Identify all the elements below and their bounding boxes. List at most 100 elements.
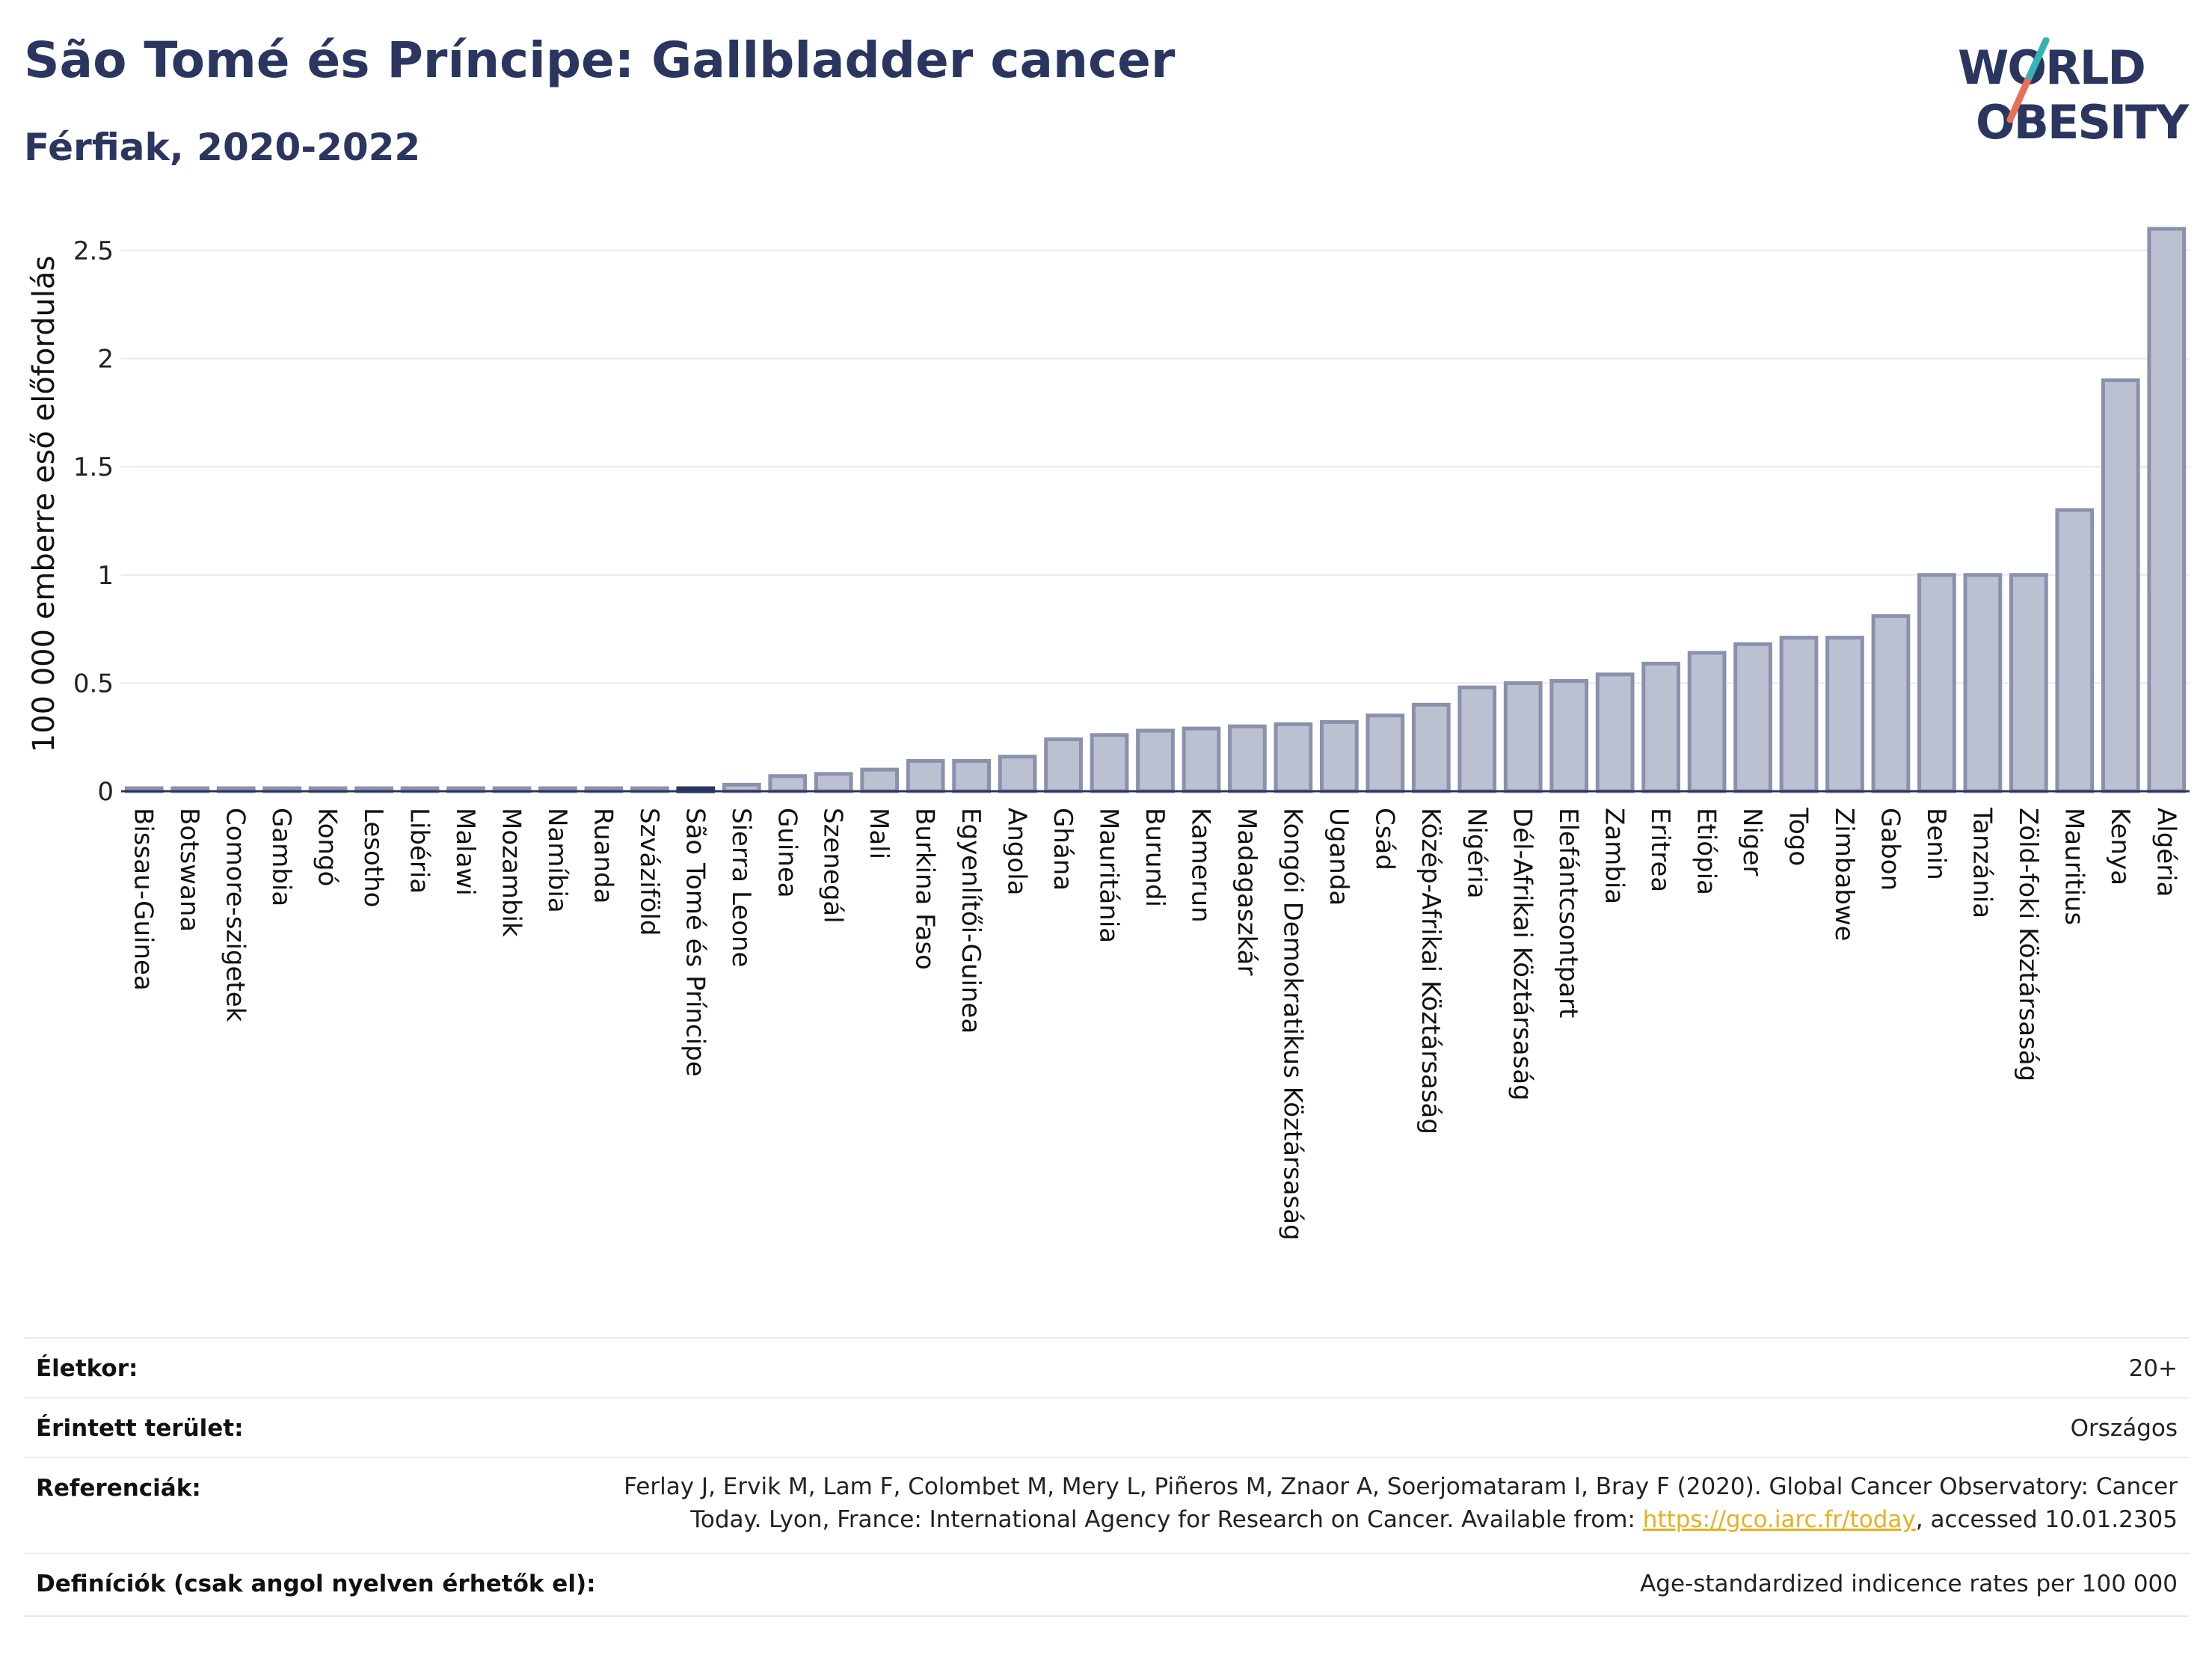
- x-tick-label: Szváziföld: [634, 808, 664, 936]
- y-tick-label: 1: [97, 561, 114, 591]
- y-axis-label: 100 000 emberre eső előfordulás: [27, 256, 61, 753]
- bar[interactable]: [1320, 719, 1359, 793]
- bar[interactable]: [906, 759, 945, 793]
- x-tick-label: Kenya: [2105, 808, 2135, 885]
- references-label: Referenciák:: [36, 1475, 201, 1502]
- x-tick-label: Burundi: [1140, 808, 1170, 907]
- y-tick-label: 1.5: [73, 452, 114, 482]
- bar[interactable]: [814, 772, 853, 793]
- x-tick-label: Comore-szigetek: [221, 808, 251, 1022]
- x-tick-label: São Tomé és Príncipe: [680, 808, 710, 1077]
- x-tick-label: Lesotho: [358, 808, 388, 907]
- bar[interactable]: [1182, 726, 1221, 793]
- x-tick-label: Szenegál: [818, 808, 848, 924]
- info-row-age: Életkor: 20+: [24, 1337, 2190, 1398]
- references-value: Ferlay J, Ervik M, Lam F, Colombet M, Me…: [624, 1470, 2178, 1536]
- x-tick-label: Kongói Demokratikus Köztársaság: [1277, 808, 1307, 1241]
- x-tick-label: Benin: [1921, 808, 1951, 880]
- bar[interactable]: [1365, 713, 1405, 793]
- bar[interactable]: [1549, 678, 1589, 793]
- info-row-references: Referenciák: Ferlay J, Ervik M, Lam F, C…: [24, 1457, 2190, 1554]
- bar[interactable]: [1687, 651, 1727, 793]
- x-tick-label: Togo: [1784, 807, 1813, 866]
- bar[interactable]: [1503, 681, 1543, 793]
- bar[interactable]: [1411, 702, 1451, 793]
- reference-line-2: Today. Lyon, France: International Agenc…: [624, 1503, 2178, 1536]
- bar[interactable]: [860, 767, 900, 793]
- bar[interactable]: [1733, 642, 1772, 793]
- x-tick-label: Elefántcsontpart: [1553, 808, 1583, 1018]
- reference-text: Today. Lyon, France: International Agenc…: [690, 1506, 1643, 1533]
- age-value: 20+: [2128, 1355, 2178, 1382]
- bar[interactable]: [1779, 636, 1819, 793]
- x-tick-label: Tanzánia: [1967, 807, 1997, 918]
- x-tick-label: Madagaszkár: [1232, 808, 1262, 975]
- bar[interactable]: [1595, 672, 1635, 793]
- x-tick-label: Algéria: [2151, 808, 2181, 897]
- svg-text:WORLD: WORLD: [1958, 40, 2145, 95]
- info-table: Életkor: 20+ Érintett terület: Országos …: [24, 1337, 2190, 1621]
- world-obesity-logo: WORLD OBESITY: [1958, 37, 2191, 150]
- x-tick-label: Dél-Afrikai Köztársaság: [1508, 808, 1537, 1101]
- info-row-definitions: Definíciók (csak angol nyelven érhetők e…: [24, 1553, 2190, 1617]
- x-tick-label: Kongó: [313, 808, 342, 886]
- bar[interactable]: [1090, 733, 1129, 793]
- x-tick-label: Ghána: [1048, 808, 1078, 891]
- bar[interactable]: [952, 759, 991, 793]
- x-tick-label: Gabon: [1875, 808, 1905, 891]
- bar[interactable]: [1228, 724, 1267, 793]
- chart-labels: 0 0.5 1 1.5 2 2.5 100 000 emberre eső előfordu…: [27, 236, 2181, 1241]
- bar[interactable]: [1917, 573, 1956, 793]
- x-tick-label: Bissau-Guinea: [129, 808, 159, 991]
- x-tick-label: Namíbia: [542, 808, 572, 913]
- x-tick-label: Kamerun: [1185, 808, 1215, 923]
- x-tick-label: Niger: [1737, 808, 1767, 876]
- x-tick-label: Csád: [1369, 808, 1399, 871]
- area-value: Országos: [2070, 1415, 2178, 1442]
- x-tick-label: Eritrea: [1645, 808, 1675, 892]
- bar[interactable]: [1825, 636, 1864, 793]
- x-tick-label: Gambia: [266, 808, 296, 906]
- bar[interactable]: [1274, 722, 1313, 793]
- bar[interactable]: [1457, 685, 1497, 793]
- bar-chart: 0 0.5 1 1.5 2 2.5 100 000 emberre eső előfordu…: [27, 227, 2190, 1241]
- bar[interactable]: [2147, 227, 2187, 793]
- age-label: Életkor:: [36, 1355, 138, 1382]
- y-tick-label: 2: [97, 345, 114, 375]
- bar[interactable]: [998, 755, 1037, 793]
- x-tick-label: Angola: [1002, 808, 1032, 895]
- bar[interactable]: [768, 774, 808, 793]
- x-tick-label: Botswana: [174, 808, 204, 932]
- x-tick-label: Nigéria: [1461, 808, 1491, 899]
- x-tick-label: Ruanda: [588, 808, 618, 903]
- bar[interactable]: [2009, 573, 2048, 793]
- bar[interactable]: [2101, 378, 2140, 793]
- reference-link[interactable]: https://gco.iarc.fr/today: [1642, 1506, 1916, 1533]
- bar[interactable]: [1871, 614, 1911, 793]
- x-tick-label: Sierra Leone: [726, 808, 756, 967]
- reference-line-1: Ferlay J, Ervik M, Lam F, Colombet M, Me…: [624, 1473, 2178, 1500]
- definitions-label: Definíciók (csak angol nyelven érhetők e…: [36, 1570, 596, 1597]
- x-tick-label: Mauritánia: [1094, 808, 1124, 943]
- x-tick-label: Guinea: [772, 808, 802, 898]
- bar[interactable]: [1641, 661, 1680, 793]
- y-tick-label: 0: [97, 777, 114, 807]
- bar[interactable]: [1963, 573, 2003, 793]
- reference-accessed: , accessed 10.01.2305: [1915, 1506, 2178, 1533]
- x-tick-label: Zöld-foki Köztársaság: [2013, 808, 2043, 1081]
- x-tick-label: Malawi: [450, 808, 480, 896]
- y-tick-label: 0.5: [73, 669, 114, 698]
- chart-bars: [124, 227, 2187, 793]
- y-tick-label: 2.5: [73, 236, 114, 266]
- bar[interactable]: [2055, 508, 2095, 793]
- x-tick-label: Egyenlítői-Guinea: [956, 808, 986, 1034]
- x-tick-label: Burkina Faso: [910, 808, 940, 970]
- page-subtitle: Férfiak, 2020-2022: [24, 126, 421, 169]
- bar[interactable]: [1044, 737, 1083, 793]
- x-tick-label: Zimbabwe: [1829, 808, 1859, 942]
- page-title: São Tomé és Príncipe: Gallbladder cancer: [24, 31, 1176, 89]
- x-tick-label: Mozambik: [496, 808, 526, 937]
- x-tick-label: Uganda: [1324, 808, 1354, 906]
- bar[interactable]: [1136, 728, 1175, 793]
- area-label: Érintett terület:: [36, 1415, 244, 1442]
